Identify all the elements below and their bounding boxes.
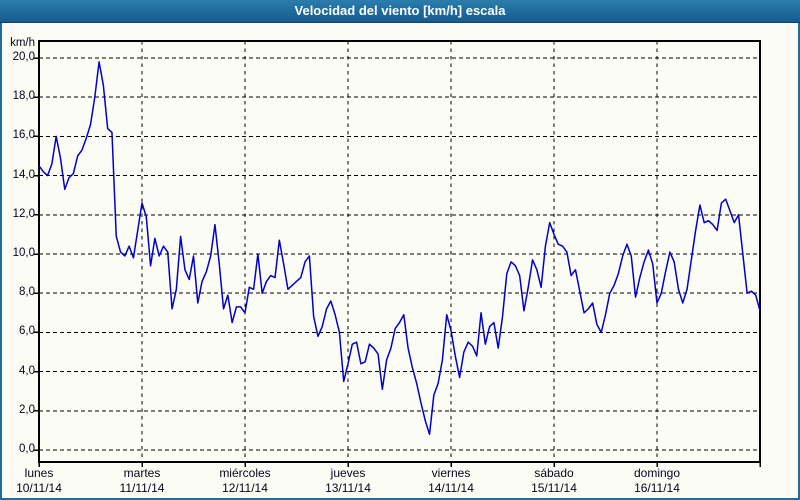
day-label-viernes: viernes 14/11/14: [406, 466, 496, 496]
day-label-sabado: sábado 15/11/14: [509, 466, 599, 496]
y-tick-label: 10,0: [12, 247, 35, 259]
day-label-miercoles: miércoles 12/11/14: [200, 466, 290, 496]
day-name: miércoles: [219, 466, 271, 480]
title-bar: Velocidad del viento [km/h] escala: [0, 0, 800, 23]
y-tick-label: 2,0: [19, 403, 35, 416]
day-date: 12/11/14: [222, 481, 268, 495]
y-tick-label: 0,0: [19, 443, 35, 455]
y-tick-label: 4,0: [19, 364, 35, 377]
day-date: 11/11/14: [119, 481, 165, 495]
day-date: 15/11/14: [531, 481, 577, 495]
day-name: viernes: [431, 466, 471, 480]
day-label-jueves: jueves 13/11/14: [303, 466, 393, 496]
y-tick-label: 12,0: [12, 207, 35, 220]
plot-svg: [34, 40, 761, 467]
y-tick-label: 18,0: [12, 90, 35, 103]
day-date: 13/11/14: [325, 481, 371, 495]
day-name: jueves: [330, 466, 366, 480]
y-tick-label: 20,0: [12, 51, 35, 63]
day-date: 16/11/14: [634, 481, 680, 495]
chart-title: Velocidad del viento [km/h] escala: [294, 3, 506, 18]
y-tick-label: 16,0: [12, 129, 35, 142]
chart-canvas: km/h 0,0 2,0 4,0 6,0 8,0 10,0 12,0 14,0 …: [0, 23, 800, 500]
day-label-domingo: domingo 16/11/14: [612, 466, 702, 496]
day-date: 10/11/14: [16, 481, 62, 495]
day-name: domingo: [633, 466, 681, 480]
y-tick-label: 6,0: [19, 325, 35, 338]
day-date: 14/11/14: [428, 481, 474, 495]
day-label-lunes: lunes 10/11/14: [0, 466, 84, 496]
day-label-martes: martes 11/11/14: [97, 466, 187, 496]
y-axis-unit-label: km/h: [10, 37, 35, 49]
y-tick-label: 14,0: [12, 168, 35, 181]
day-name: sábado: [534, 466, 574, 480]
y-tick-label: 8,0: [19, 286, 35, 299]
day-name: lunes: [24, 466, 54, 480]
day-name: martes: [123, 466, 161, 480]
